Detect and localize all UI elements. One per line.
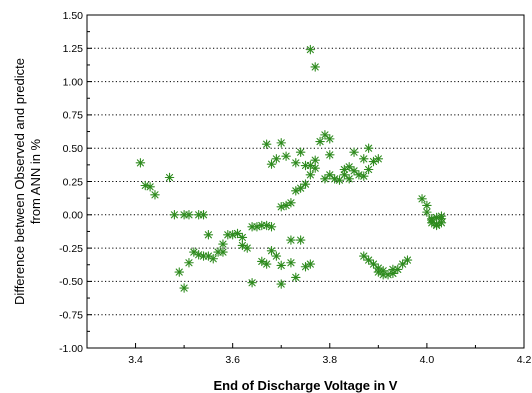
data-point	[286, 198, 296, 208]
data-point	[291, 186, 301, 196]
data-point	[276, 279, 286, 289]
axis-ticks	[86, 14, 525, 349]
data-point	[208, 254, 218, 264]
data-point	[232, 228, 243, 239]
x-tick-label: 4.0	[420, 354, 435, 366]
x-tick-label: 3.6	[225, 354, 240, 366]
data-point	[261, 139, 272, 149]
data-point	[164, 172, 175, 183]
data-point	[203, 251, 214, 261]
x-tick-label: 4.2	[517, 354, 532, 366]
data-point	[242, 243, 252, 253]
data-point	[150, 190, 160, 200]
data-point	[368, 259, 379, 269]
grid-lines	[87, 47, 524, 316]
data-point	[426, 215, 437, 225]
y-tick-label: 0.75	[63, 110, 84, 122]
data-point	[286, 235, 296, 245]
data-point	[363, 255, 374, 265]
data-point	[325, 134, 335, 144]
data-point	[291, 272, 301, 283]
x-axis-title: End of Discharge Voltage in V	[214, 378, 398, 393]
data-point	[286, 258, 296, 268]
data-point	[203, 230, 214, 240]
data-point	[397, 259, 408, 269]
data-point	[417, 194, 427, 204]
data-point	[145, 182, 155, 192]
data-point	[300, 179, 311, 189]
data-point	[359, 251, 369, 261]
y-tick-label: 1.50	[63, 10, 84, 22]
data-point	[257, 256, 267, 267]
data-point	[247, 277, 257, 288]
data-point	[388, 264, 398, 275]
data-point	[359, 154, 369, 164]
y-tick-label: -0.25	[59, 243, 83, 255]
data-point	[310, 62, 320, 72]
data-point	[169, 210, 180, 220]
data-point	[359, 171, 369, 181]
y-tick-label: -1.00	[59, 343, 83, 355]
y-axis-title-line-1: Difference between Observed and predicte	[12, 58, 27, 305]
data-point	[135, 158, 146, 168]
data-point	[271, 154, 282, 164]
data-point	[179, 283, 189, 293]
data-point	[261, 259, 272, 269]
data-point	[339, 164, 350, 175]
data-point	[320, 174, 330, 184]
data-point	[218, 239, 228, 249]
y-tick-label: -0.50	[59, 276, 83, 288]
data-point	[174, 267, 185, 277]
data-point	[276, 260, 286, 271]
data-point	[218, 247, 228, 257]
y-tick-label: 0.25	[63, 176, 84, 188]
data-point	[213, 247, 223, 257]
data-point	[266, 222, 277, 232]
y-axis-title-line-2: from ANN in %	[28, 138, 43, 224]
data-point	[373, 154, 384, 164]
data-point	[295, 183, 306, 193]
data-point	[305, 259, 316, 269]
data-point	[281, 151, 291, 161]
data-point	[300, 261, 311, 272]
data-point	[291, 158, 301, 168]
data-point	[325, 150, 335, 160]
data-point	[325, 170, 335, 180]
data-points	[135, 44, 447, 293]
data-point	[363, 164, 374, 175]
data-point	[315, 136, 325, 147]
data-point	[305, 170, 316, 180]
data-point	[363, 143, 374, 153]
tick-labels: -1.00 -0.75 -0.50 -0.25 0.00 0.25 0.50 0.75 1.00…	[59, 10, 531, 366]
data-point	[402, 255, 413, 265]
y-tick-label: 1.00	[63, 76, 84, 88]
data-point	[184, 210, 194, 220]
data-point	[266, 159, 277, 169]
data-point	[271, 251, 282, 261]
x-tick-label: 3.4	[128, 354, 143, 366]
data-point	[305, 44, 316, 55]
data-point	[349, 147, 359, 157]
data-point	[378, 265, 388, 276]
data-point	[189, 247, 199, 257]
data-point	[295, 147, 306, 157]
data-point	[422, 207, 432, 217]
x-tick-label: 3.8	[322, 354, 337, 366]
data-point	[237, 232, 248, 243]
y-tick-label: 1.25	[63, 43, 84, 55]
data-point	[349, 166, 359, 176]
data-point	[184, 258, 194, 268]
data-point	[310, 155, 320, 165]
data-point	[198, 210, 209, 220]
data-point	[295, 235, 306, 245]
y-tick-label: 0.00	[63, 210, 84, 222]
data-point	[276, 138, 286, 148]
data-point	[354, 170, 364, 180]
data-point	[320, 130, 330, 140]
y-tick-label: -0.75	[59, 310, 83, 322]
data-point	[431, 212, 442, 223]
y-tick-label: 0.50	[63, 143, 84, 155]
data-point	[344, 174, 354, 184]
